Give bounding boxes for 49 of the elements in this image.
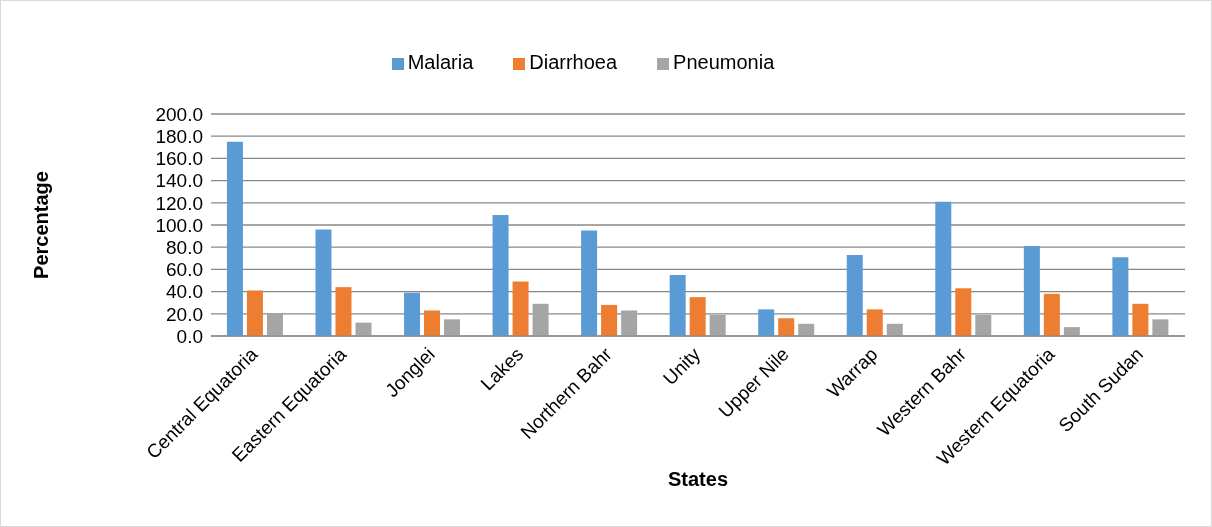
y-tick-label: 100.0 [155, 214, 203, 236]
bar [246, 290, 263, 336]
bar [444, 319, 461, 336]
y-tick-label: 120.0 [155, 192, 203, 214]
bar [1132, 303, 1149, 336]
bar [315, 229, 332, 336]
bar [532, 303, 549, 336]
bar [935, 201, 952, 336]
y-tick-label: 80.0 [166, 236, 203, 258]
bar [866, 309, 883, 336]
y-tick-label: 140.0 [155, 170, 203, 192]
bar [1023, 246, 1040, 336]
bar [975, 314, 992, 336]
y-tick-label: 20.0 [166, 303, 203, 325]
bar [689, 297, 706, 336]
bar [669, 274, 686, 336]
bar [798, 323, 815, 336]
bar [1063, 327, 1080, 336]
y-tick-label: 200.0 [155, 103, 203, 125]
bar [581, 230, 598, 336]
bar [1043, 293, 1060, 336]
legend-label: Malaria [407, 51, 474, 73]
bar [758, 309, 775, 336]
bar [886, 323, 903, 336]
x-axis-title: States [667, 468, 729, 490]
bar [955, 288, 972, 336]
y-tick-label: 0.0 [176, 325, 203, 347]
bar [512, 281, 529, 336]
y-tick-label: 160.0 [155, 148, 203, 170]
y-tick-label: 180.0 [155, 125, 203, 147]
bar [355, 322, 372, 336]
legend-label: Diarrhoea [529, 51, 618, 73]
bar [778, 318, 795, 336]
bar [1112, 257, 1129, 336]
bar [846, 254, 863, 336]
bar [709, 314, 726, 336]
bar [335, 287, 352, 336]
bar [226, 141, 243, 336]
bar [1152, 319, 1169, 336]
bar [424, 310, 441, 336]
y-axis-title: Percentage [30, 171, 53, 279]
bar [492, 215, 509, 336]
bar [266, 313, 283, 336]
y-tick-label: 40.0 [166, 281, 203, 303]
bar [601, 304, 618, 336]
bar [621, 310, 638, 336]
y-tick-label: 60.0 [166, 259, 203, 281]
bar [404, 292, 421, 336]
legend-label: Pneumonia [673, 51, 775, 73]
